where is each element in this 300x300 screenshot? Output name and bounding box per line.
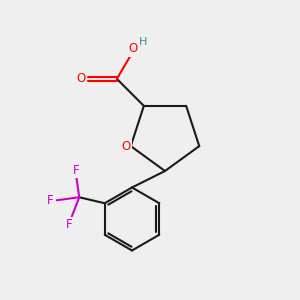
Text: H: H [139,37,147,47]
Text: F: F [65,218,72,231]
Text: O: O [122,140,131,153]
Text: O: O [76,72,86,86]
Text: F: F [47,194,53,207]
Text: O: O [129,42,138,56]
Text: F: F [73,164,80,177]
